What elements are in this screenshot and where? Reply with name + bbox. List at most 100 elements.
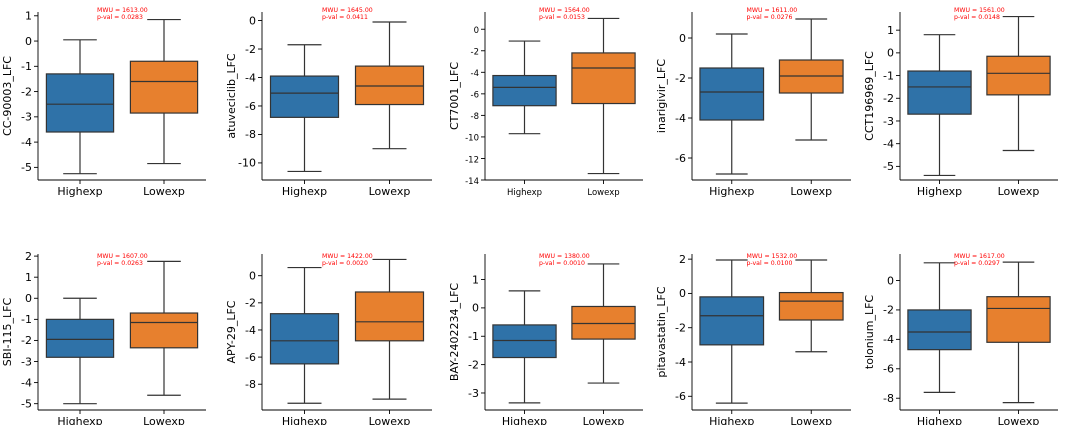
x-tick-label: Lowexp xyxy=(583,415,625,425)
y-tick-label: -2 xyxy=(675,322,686,335)
y-tick-label: -6 xyxy=(675,390,686,403)
box-highexp xyxy=(907,70,972,115)
x-tick-label: Highexp xyxy=(282,185,327,198)
y-tick-label: -6 xyxy=(471,91,479,101)
y-tick-label: 0 xyxy=(25,35,32,48)
y-tick-label: -1 xyxy=(883,69,894,82)
y-tick-label: -2 xyxy=(883,304,894,317)
y-tick-label: -10 xyxy=(465,134,479,144)
y-tick-label: -8 xyxy=(245,378,256,391)
box-lowexp xyxy=(354,291,425,342)
box-highexp xyxy=(699,67,765,121)
y-tick-label: 0 xyxy=(887,274,894,287)
y-tick-label: -1 xyxy=(21,60,32,73)
p-value: p-val = 0.0276 xyxy=(747,14,793,21)
y-tick-label: -3 xyxy=(21,111,32,124)
y-axis-title: tolonium_LFC xyxy=(863,295,876,369)
x-tick-label: Lowexp xyxy=(587,188,619,198)
y-tick-label: -1 xyxy=(468,330,479,343)
box-highexp xyxy=(45,73,115,133)
mwu-statistic: MWU = 1561.00 xyxy=(954,7,1005,14)
x-tick-label: Lowexp xyxy=(143,415,185,425)
y-tick-label: -4 xyxy=(21,376,32,389)
y-tick-label: 0 xyxy=(249,14,256,27)
box-highexp xyxy=(907,309,972,351)
y-tick-label: 0 xyxy=(474,26,479,36)
x-tick-label: Lowexp xyxy=(369,415,411,425)
y-axis-title: inarigivir_LFC xyxy=(655,59,668,133)
y-tick-label: -6 xyxy=(245,351,256,364)
p-value: p-val = 0.0010 xyxy=(539,260,585,267)
mwu-statistic: MWU = 1422.00 xyxy=(322,253,373,260)
y-tick-label: -8 xyxy=(245,128,256,141)
p-value: p-val = 0.0411 xyxy=(322,14,368,21)
box-highexp xyxy=(492,324,557,359)
y-tick-label: -2 xyxy=(21,85,32,98)
x-tick-label: Highexp xyxy=(507,188,542,198)
x-tick-label: Highexp xyxy=(502,415,547,425)
y-tick-label: -6 xyxy=(883,363,894,376)
y-axis-title: CC-90003_LFC xyxy=(1,56,14,136)
box-lowexp xyxy=(571,305,636,340)
p-value: p-val = 0.0100 xyxy=(747,260,793,267)
chart-panel-7: 0 -2 -4 -6 -8 APY-29_LFC Highexp Lowexp MWU = 14… xyxy=(225,253,432,428)
y-tick-label: -4 xyxy=(883,137,894,150)
y-tick-label: -10 xyxy=(238,157,256,170)
y-tick-label: 1 xyxy=(25,271,32,284)
y-tick-label: -4 xyxy=(21,136,32,149)
mwu-statistic: MWU = 1611.00 xyxy=(747,7,798,14)
y-tick-label: -2 xyxy=(468,358,479,371)
x-tick-label: Lowexp xyxy=(143,185,185,198)
x-tick-label: Lowexp xyxy=(998,185,1040,198)
y-tick-label: -8 xyxy=(883,392,894,405)
chart-panel-5: 1 0 -1 -2 -3 -4 -5 CCT196969_LFC Highexp Lowexp MW… xyxy=(863,7,1058,198)
y-tick-label: -2 xyxy=(675,72,686,85)
y-tick-label: 0 xyxy=(472,302,479,315)
y-tick-label: 1 xyxy=(472,273,479,286)
x-tick-label: Highexp xyxy=(57,185,102,198)
y-tick-label: -2 xyxy=(883,92,894,105)
mwu-statistic: MWU = 1613.00 xyxy=(97,7,148,14)
y-tick-label: -4 xyxy=(471,69,479,79)
box-highexp xyxy=(699,296,765,346)
x-tick-label: Highexp xyxy=(709,185,754,198)
y-tick-label: -4 xyxy=(245,71,256,84)
y-axis-title: CCT196969_LFC xyxy=(863,51,876,141)
x-tick-label: Highexp xyxy=(282,415,327,425)
box-highexp xyxy=(269,75,340,118)
box-lowexp xyxy=(354,65,425,106)
y-tick-label: -5 xyxy=(21,161,32,174)
y-tick-label: -2 xyxy=(245,297,256,310)
y-tick-label: -14 xyxy=(465,177,479,187)
x-tick-label: Highexp xyxy=(57,415,102,425)
chart-panel-2: 0 -2 -4 -6 -8 -10 atuveciclib_LFC Highexp Lowexp… xyxy=(225,7,432,198)
chart-panel-6: 2 1 0 -1 -2 -3 -4 -5 SBI-115_LFC Highexp Lowexp MWU… xyxy=(1,250,206,428)
y-tick-label: 0 xyxy=(249,270,256,283)
x-tick-label: Highexp xyxy=(917,185,962,198)
x-tick-label: Lowexp xyxy=(369,185,411,198)
x-tick-label: Lowexp xyxy=(790,415,832,425)
y-tick-label: -8 xyxy=(471,112,479,122)
chart-panel-1: 1 0 -1 -2 -3 -4 -5 CC-90003_LFC Highexp Lowexp MWU… xyxy=(1,7,206,198)
y-tick-label: -2 xyxy=(245,43,256,56)
y-tick-label: -4 xyxy=(245,324,256,337)
y-tick-label: 0 xyxy=(679,287,686,300)
y-tick-label: 2 xyxy=(25,250,32,263)
box-lowexp xyxy=(986,296,1051,343)
box-lowexp xyxy=(778,291,844,321)
y-tick-label: -2 xyxy=(21,334,32,347)
y-tick-label: -3 xyxy=(468,387,479,400)
y-tick-label: 1 xyxy=(887,24,894,37)
y-axis-title: BAY-2402234_LFC xyxy=(448,283,461,382)
box-lowexp xyxy=(986,55,1051,96)
y-axis-title: atuveciclib_LFC xyxy=(225,53,238,139)
chart-panel-8: 1 0 -1 -2 -3 BAY-2402234_LFC Highexp Lowexp MWU … xyxy=(448,253,643,428)
p-value: p-val = 0.0283 xyxy=(97,14,143,21)
y-tick-label: -6 xyxy=(675,152,686,165)
y-tick-label: -3 xyxy=(21,355,32,368)
box-lowexp xyxy=(571,52,636,105)
p-value: p-val = 0.0148 xyxy=(954,14,1000,21)
y-tick-label: 2 xyxy=(679,253,686,266)
x-tick-label: Lowexp xyxy=(790,185,832,198)
